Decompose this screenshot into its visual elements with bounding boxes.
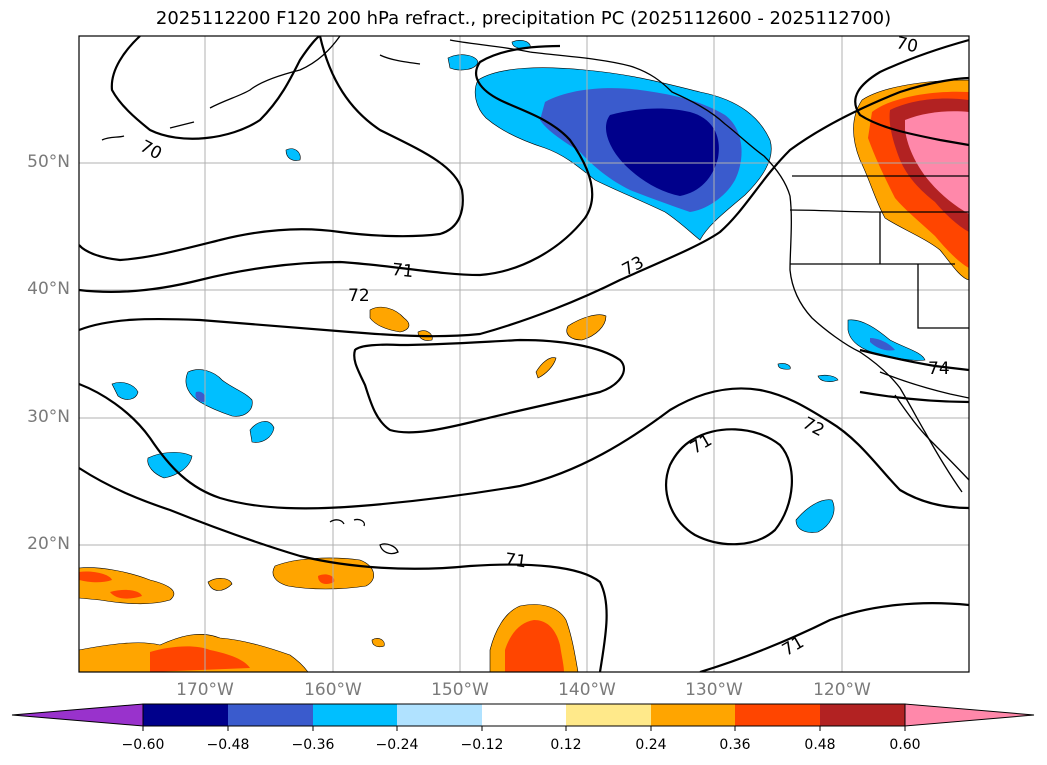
colorbar-tick-label: −0.48	[206, 737, 250, 753]
lat-label: 20°N	[27, 534, 70, 554]
colorbar-tick-label: −0.60	[121, 737, 165, 753]
lat-label: 50°N	[27, 152, 70, 172]
precip-region-positive-red	[79, 571, 112, 583]
refractivity-contours	[79, 36, 969, 672]
colorbar-tick-label: −0.12	[460, 737, 504, 753]
map-frame	[79, 36, 969, 672]
precip-region-positive-orange	[535, 357, 557, 379]
lat-label: 40°N	[27, 279, 70, 299]
precip-region-positive-red	[505, 620, 564, 672]
lat-label: 30°N	[27, 407, 70, 427]
contour-label: 72	[348, 286, 370, 306]
colorbar-segment	[397, 704, 482, 726]
precip-region-positive-orange	[369, 306, 410, 333]
colorbar-tick-label: 0.48	[804, 737, 836, 753]
contour-label: 74	[928, 359, 950, 379]
colorbar-extend-low	[11, 703, 144, 727]
colorbar-segment	[143, 704, 228, 726]
precip-region-positive-orange	[566, 314, 607, 341]
colorbar-tick-label: 0.36	[719, 737, 751, 753]
precip-region-negative-light	[285, 148, 301, 161]
colorbar-extend-high	[904, 703, 1035, 727]
precip-region-positive-orange	[207, 578, 233, 591]
precip-region-negative-mid	[195, 391, 206, 402]
colorbar-segment	[566, 704, 651, 726]
colorbar-tick-label: 0.60	[889, 737, 921, 753]
lon-label: 140°W	[558, 680, 616, 700]
contour-label: 71	[504, 550, 528, 573]
precip-region-positive-orange	[371, 638, 385, 648]
precip-region-negative-light	[185, 369, 253, 417]
lon-label: 170°W	[176, 680, 234, 700]
precip-region-negative-light	[847, 319, 926, 361]
contour-label: 71	[391, 260, 415, 282]
contour-label: 70	[894, 33, 919, 57]
precip-region-negative-light	[777, 363, 791, 370]
colorbar-tick-label: −0.36	[291, 737, 335, 753]
lon-label: 130°W	[685, 680, 743, 700]
graticule	[79, 36, 969, 672]
lon-label: 120°W	[813, 680, 871, 700]
colorbar-segment	[820, 704, 905, 726]
chart-title: 2025112200 F120 200 hPa refract., precip…	[155, 8, 892, 29]
precip-region-positive-red	[318, 574, 335, 584]
precip-region-negative-light	[447, 54, 479, 71]
colorbar	[11, 703, 1035, 731]
precip-region-negative-dark	[605, 108, 719, 196]
precip-region-positive-red	[150, 646, 250, 672]
precip-region-positive-orange	[272, 557, 374, 590]
precip-region-negative-light	[817, 374, 839, 382]
colorbar-segment	[228, 704, 313, 726]
colorbar-tick-label: 0.12	[550, 737, 582, 753]
colorbar-segment	[313, 704, 397, 726]
precip-region-negative-light	[795, 499, 835, 533]
precip-region-positive-red	[110, 589, 142, 599]
colorbar-segment	[482, 704, 566, 726]
colorbar-segment	[735, 704, 820, 726]
precip-region-negative-mid	[870, 338, 895, 351]
precip-region-negative-light	[249, 421, 275, 443]
lon-label: 150°W	[431, 680, 489, 700]
colorbar-tick-label: −0.24	[375, 737, 419, 753]
coastlines	[101, 36, 969, 555]
lon-label: 160°W	[304, 680, 362, 700]
colorbar-segment	[651, 704, 735, 726]
precip-region-negative-light	[111, 382, 139, 400]
colorbar-tick-label: 0.24	[635, 737, 667, 753]
